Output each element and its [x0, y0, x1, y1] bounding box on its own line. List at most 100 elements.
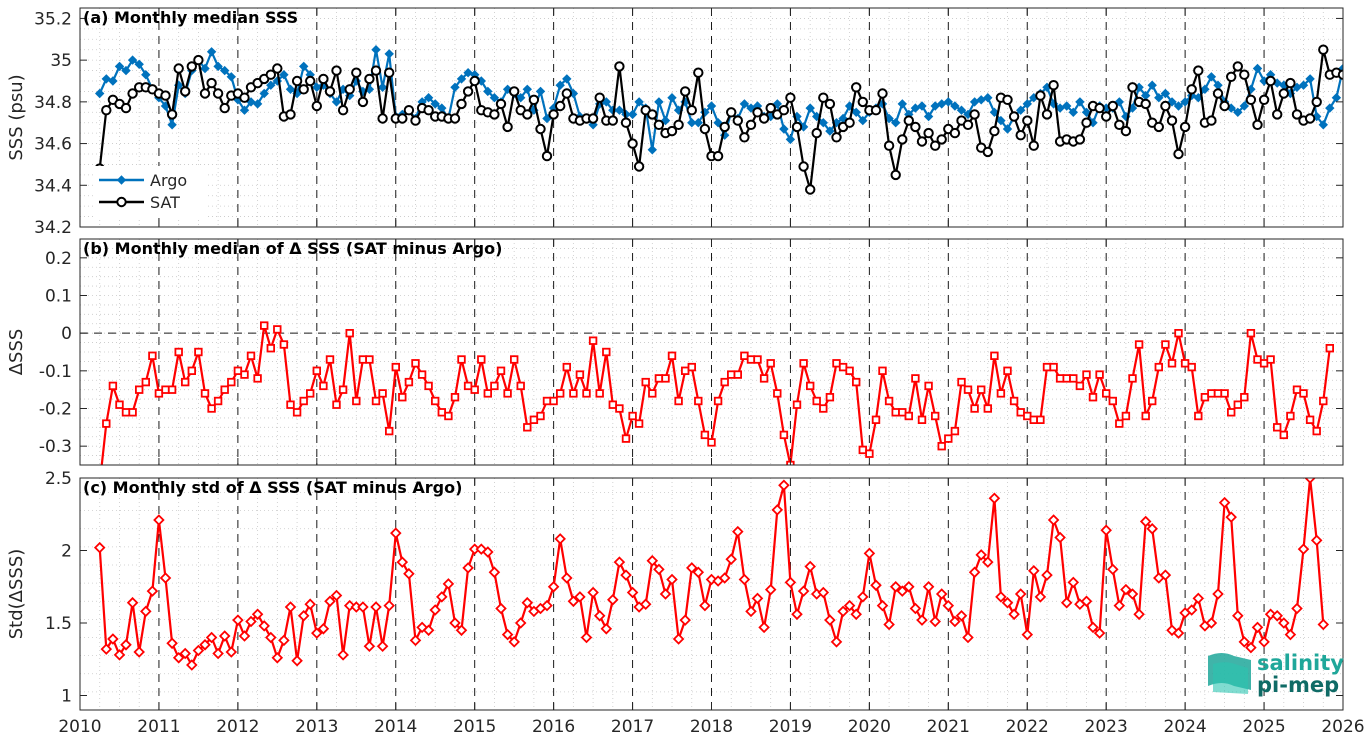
data-point	[569, 389, 578, 398]
data-point	[648, 389, 657, 398]
data-point	[931, 411, 940, 421]
data-point	[1093, 627, 1106, 639]
data-point	[113, 649, 126, 661]
y-tick-label: 34.8	[34, 93, 72, 113]
data-point	[989, 125, 1000, 137]
data-point	[437, 408, 446, 417]
y-tick-label: 1.5	[45, 614, 72, 634]
data-point	[745, 119, 757, 131]
data-point	[370, 65, 382, 76]
data-point	[266, 80, 276, 90]
data-point	[1087, 621, 1099, 634]
data-point	[950, 101, 960, 111]
data-point	[1266, 355, 1275, 364]
data-point	[1187, 362, 1196, 372]
data-point	[1147, 80, 1157, 90]
data-point	[797, 585, 810, 597]
data-point	[764, 583, 777, 596]
data-point	[450, 392, 460, 402]
data-point	[1022, 99, 1033, 109]
data-point	[891, 408, 900, 417]
data-point	[1061, 101, 1072, 111]
data-point	[477, 355, 486, 364]
data-point	[1194, 411, 1203, 421]
data-point	[654, 97, 664, 107]
data-point	[305, 389, 315, 398]
data-point	[614, 105, 625, 115]
data-point	[956, 105, 967, 115]
data-point	[331, 65, 342, 76]
data-point	[225, 646, 238, 658]
data-point	[667, 92, 677, 103]
data-point	[574, 591, 586, 603]
data-point	[337, 105, 349, 116]
data-point	[422, 624, 435, 637]
data-point	[1126, 588, 1139, 600]
data-point	[251, 608, 264, 621]
data-point	[903, 115, 914, 126]
data-point	[751, 592, 764, 605]
data-point	[555, 100, 566, 112]
data-point	[311, 627, 323, 639]
data-point	[1319, 396, 1328, 406]
data-point	[232, 614, 244, 626]
data-point	[602, 347, 611, 357]
data-point	[1081, 117, 1092, 128]
data-point	[115, 400, 124, 409]
data-point	[1159, 569, 1172, 581]
data-point	[547, 581, 560, 593]
data-point	[1080, 595, 1093, 608]
data-point	[107, 633, 119, 645]
data-point	[1325, 103, 1335, 113]
data-point	[1082, 370, 1091, 379]
data-point	[935, 588, 948, 600]
data-point	[114, 61, 125, 72]
data-point	[159, 572, 172, 584]
legend-sat-marker	[116, 196, 127, 208]
data-point	[1088, 392, 1098, 402]
data-point	[1337, 69, 1343, 80]
data-point	[957, 377, 966, 387]
data-point	[982, 146, 993, 158]
data-point	[818, 92, 829, 103]
data-point	[240, 370, 249, 379]
salinity-pi-mep-logo: salinity pi-mep	[1208, 651, 1344, 697]
data-point	[331, 97, 342, 107]
data-point	[580, 631, 593, 644]
data-point	[852, 377, 861, 387]
y-tick-label: 34.2	[34, 218, 72, 238]
data-point	[495, 98, 507, 110]
data-point	[785, 134, 796, 145]
data-point	[384, 426, 394, 436]
data-point	[883, 140, 895, 151]
data-point	[1055, 374, 1065, 383]
data-point	[219, 102, 230, 114]
data-point	[430, 99, 440, 109]
data-point	[535, 123, 546, 135]
data-point	[187, 366, 196, 375]
data-point	[128, 408, 137, 417]
data-point	[1141, 411, 1150, 421]
data-point	[179, 647, 191, 660]
data-point	[975, 549, 987, 561]
data-point	[226, 72, 237, 82]
data-point	[666, 573, 678, 586]
data-point	[1291, 602, 1303, 615]
data-point	[805, 103, 815, 113]
data-point	[693, 117, 704, 128]
data-point	[870, 579, 882, 592]
data-point	[878, 366, 887, 375]
legend: Argo SAT	[93, 166, 205, 218]
data-point	[317, 623, 330, 635]
data-point	[936, 134, 947, 145]
data-point	[1140, 98, 1151, 110]
data-point	[212, 88, 224, 99]
data-point	[1212, 88, 1224, 99]
data-point	[318, 73, 329, 85]
data-point	[1346, 77, 1354, 85]
data-point	[278, 634, 290, 647]
data-point	[871, 415, 881, 424]
data-point	[1035, 90, 1046, 101]
data-point	[205, 631, 218, 644]
